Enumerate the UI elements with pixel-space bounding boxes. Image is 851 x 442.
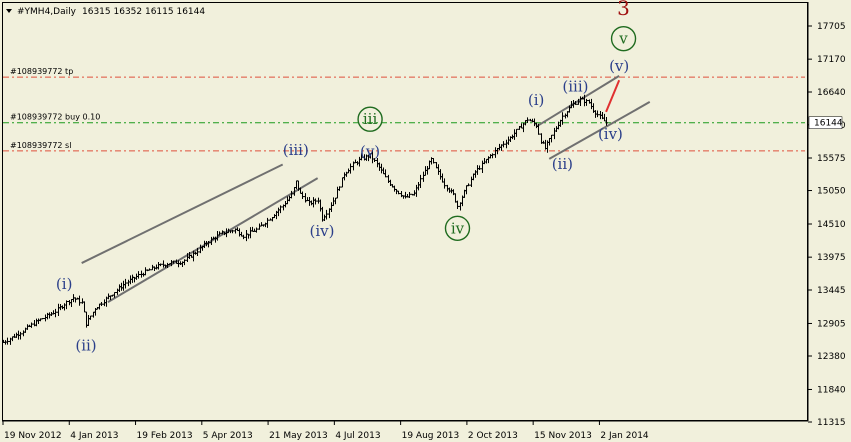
y-axis: 1770517170166401611015575150501451013975… — [808, 22, 846, 428]
x-tick-label: 2 Jan 2014 — [600, 431, 648, 441]
y-tick-label: 15050 — [817, 187, 846, 197]
price-bars — [2, 94, 608, 345]
x-axis: 19 Nov 2012 4 Jan 2013 19 Feb 2013 5 Apr 20… — [2, 421, 649, 441]
wave-label: (i) — [528, 91, 545, 109]
y-tick-label: 16640 — [817, 88, 846, 98]
wave-label: (iv) — [598, 125, 623, 143]
channel-upper-2[interactable] — [535, 75, 620, 128]
channel-lower-1[interactable] — [107, 177, 319, 303]
x-tick-label: 4 Jul 2013 — [335, 431, 380, 441]
current-price-label: 16144 — [814, 119, 843, 129]
wave-label: (v) — [360, 142, 380, 160]
x-tick-label: 4 Jan 2013 — [70, 431, 118, 441]
current-price-box — [808, 116, 843, 129]
wave-label: (iii) — [562, 77, 588, 95]
wave-label: iv — [451, 219, 465, 237]
y-tick-label: 17705 — [817, 22, 846, 32]
level-label-tp: #108939772 tp — [10, 67, 73, 76]
y-tick-label: 13445 — [817, 286, 846, 296]
y-tick-label: 12905 — [817, 319, 846, 329]
wave-label: (iv) — [310, 222, 335, 240]
wave-label: (iii) — [283, 141, 309, 159]
x-tick-label: 2 Oct 2013 — [468, 431, 518, 441]
wave-label: v — [618, 30, 628, 48]
y-tick-label: 13975 — [817, 253, 846, 263]
y-tick-label: 11840 — [817, 385, 846, 395]
level-label-sl: #108939772 sl — [10, 141, 71, 150]
channel-upper-1[interactable] — [81, 163, 284, 264]
wave-label: (i) — [56, 275, 73, 293]
x-tick-label: 19 Feb 2013 — [137, 431, 193, 441]
y-tick-label: 12380 — [817, 352, 846, 362]
y-tick-label: 17170 — [817, 55, 846, 65]
projection-line[interactable] — [605, 79, 621, 113]
x-tick-label: 5 Apr 2013 — [203, 431, 253, 441]
x-tick-label: 15 Nov 2013 — [534, 431, 592, 441]
symbol-label: #YMH4,Daily — [17, 7, 77, 17]
ohlc-values: 16315 16352 16115 16144 — [82, 7, 205, 17]
plot-border — [2, 2, 808, 421]
wave-label: (v) — [609, 57, 629, 75]
wave-circle — [610, 25, 637, 52]
x-tick-label: 21 May 2013 — [269, 431, 328, 441]
x-tick-label: 19 Nov 2012 — [4, 431, 62, 441]
wave-circle — [357, 106, 383, 132]
wave-label: iii — [363, 110, 378, 128]
y-tick-label: 11315 — [817, 418, 846, 428]
wave-label: (ii) — [75, 336, 96, 354]
menu-triangle-icon[interactable] — [6, 9, 12, 13]
channel-lower-2[interactable] — [548, 101, 651, 160]
y-tick-label: 15575 — [817, 154, 846, 164]
x-tick-label: 19 Aug 2013 — [402, 431, 460, 441]
wave-label: (ii) — [552, 155, 573, 173]
wave-circle — [444, 215, 471, 241]
wave-label: 3 — [617, 0, 630, 20]
level-label-buy: #108939772 buy 0.10 — [10, 113, 100, 122]
trend-channels — [81, 75, 651, 303]
y-tick-label: 14510 — [817, 220, 846, 230]
wave-labels: (i) (ii) (iii) (iv) (v) iii iv (i) (ii) (iii) (iv)… — [56, 0, 637, 354]
order-levels: #108939772 tp #108939772 buy 0.10 #1089397… — [3, 67, 805, 152]
